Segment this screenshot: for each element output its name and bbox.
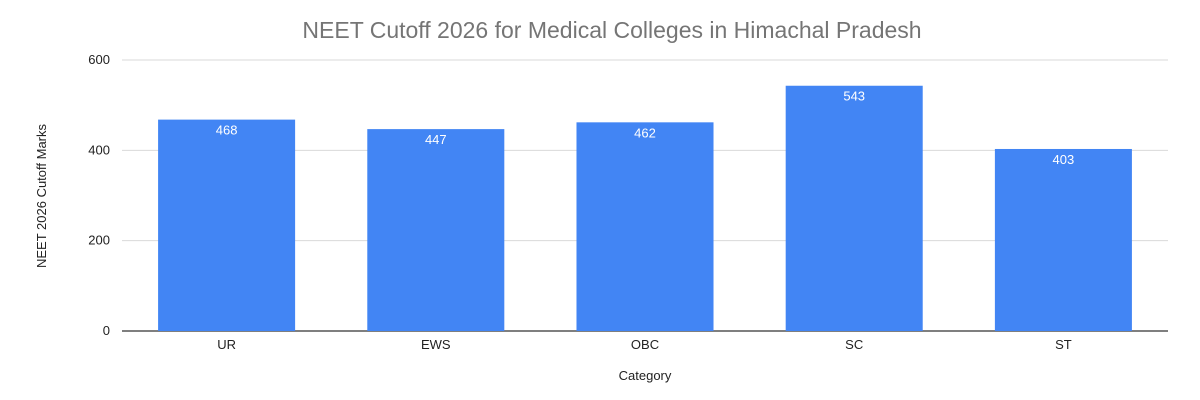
bar-st <box>994 148 1132 331</box>
x-axis-ticks: UR EWS OBC SC ST <box>217 337 1072 352</box>
data-label-st: 403 <box>1053 152 1075 167</box>
y-tick-label: 600 <box>88 52 110 67</box>
x-tick-label-sc: SC <box>845 337 863 352</box>
bar-ews <box>367 129 505 331</box>
data-label-ews: 447 <box>425 132 447 147</box>
x-tick-label-obc: OBC <box>631 337 659 352</box>
data-label-obc: 462 <box>634 125 656 140</box>
y-axis-ticks: 0 200 400 600 <box>88 52 110 338</box>
y-tick-label: 200 <box>88 233 110 248</box>
bar-obc <box>576 122 714 331</box>
data-labels: 468 447 462 543 403 <box>216 89 1075 167</box>
bars <box>158 85 1132 332</box>
bar-sc <box>785 85 923 332</box>
y-tick-label: 0 <box>103 323 110 338</box>
y-axis-title: NEET 2026 Cutoff Marks <box>34 123 49 268</box>
x-axis-title: Category <box>619 368 672 383</box>
chart-title: NEET Cutoff 2026 for Medical Colleges in… <box>302 17 921 43</box>
x-tick-label-st: ST <box>1055 337 1072 352</box>
data-label-sc: 543 <box>843 89 865 104</box>
x-tick-label-ur: UR <box>217 337 236 352</box>
bar-ur <box>158 119 296 332</box>
data-label-ur: 468 <box>216 123 238 138</box>
x-tick-label-ews: EWS <box>421 337 451 352</box>
y-tick-label: 400 <box>88 142 110 157</box>
